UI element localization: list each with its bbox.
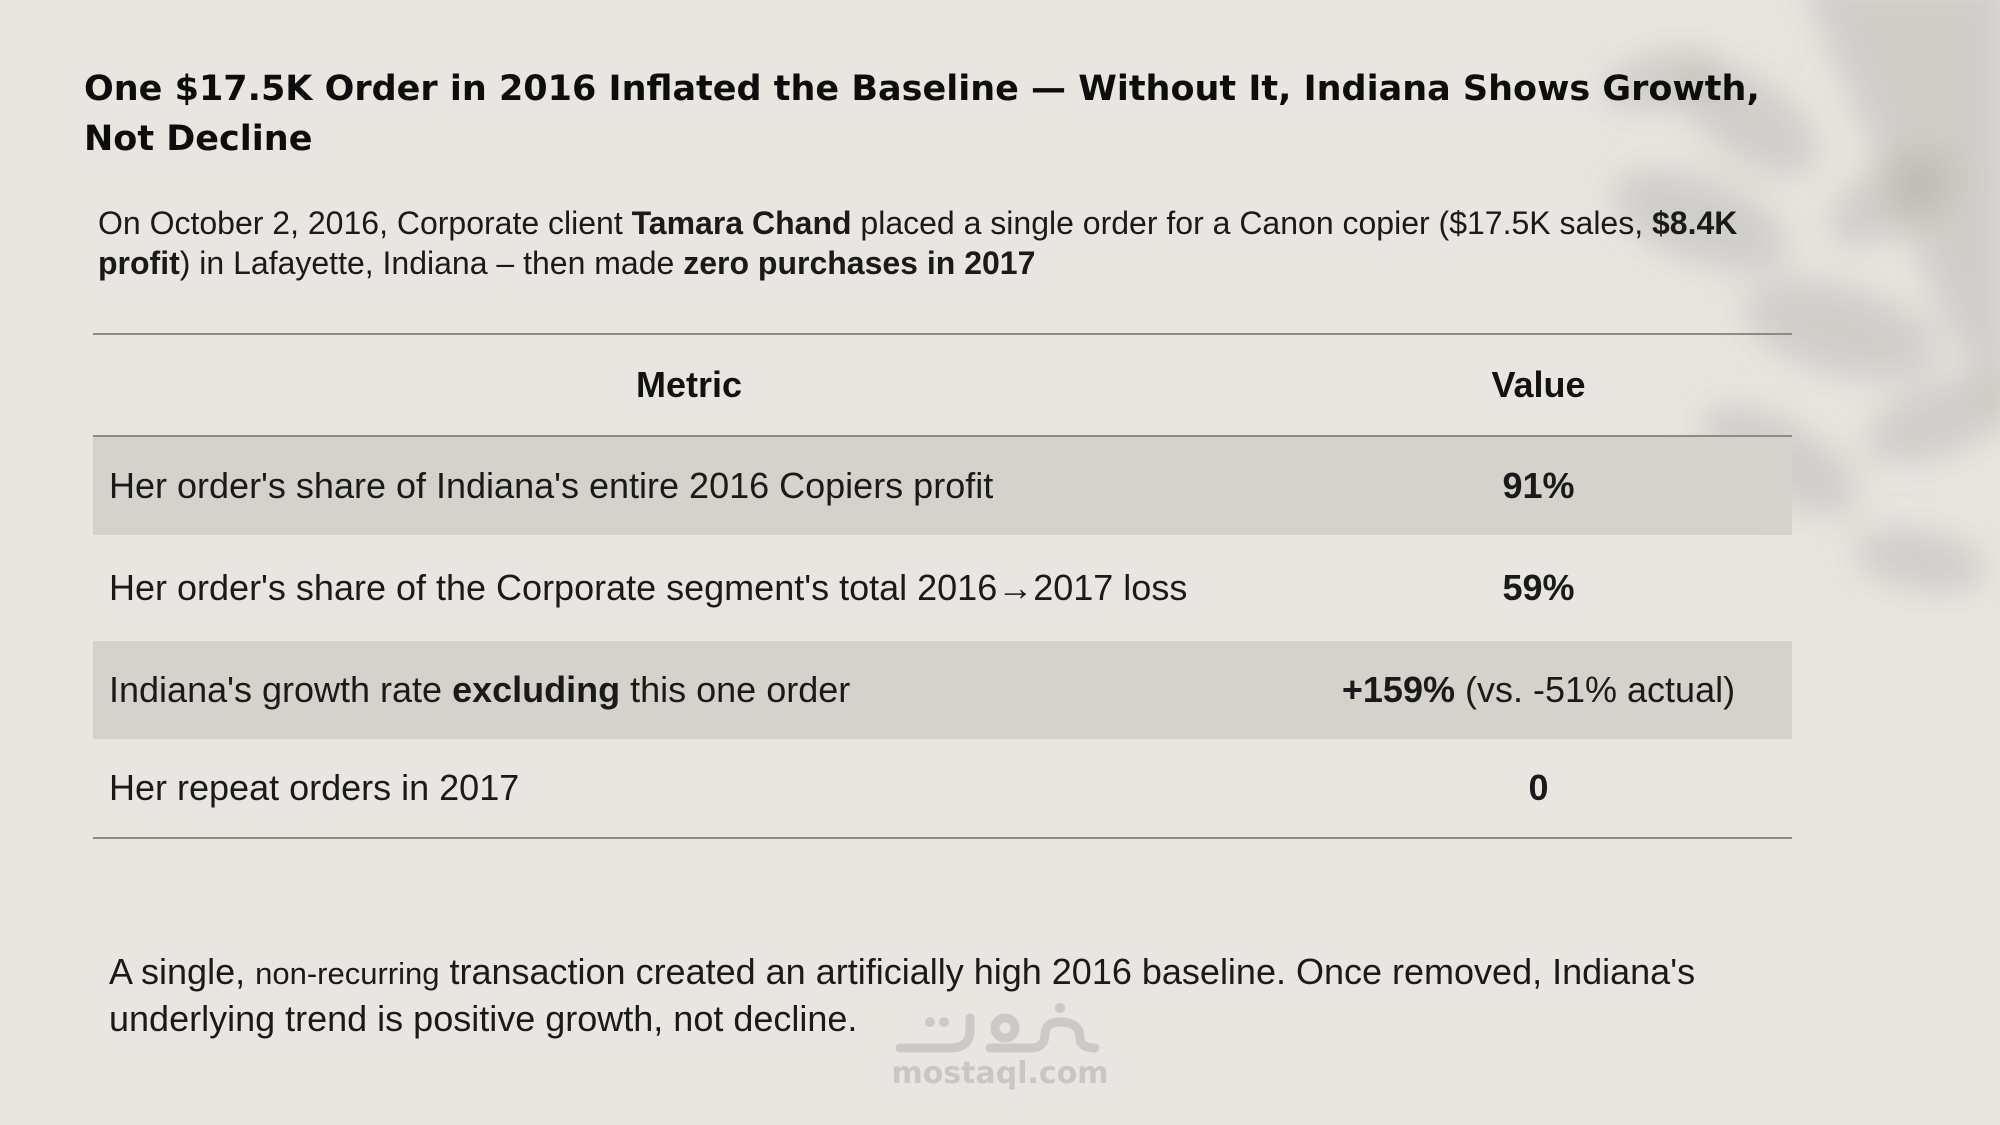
- table-row: Her order's share of the Corporate segme…: [93, 535, 1792, 641]
- metrics-table: Metric Value Her order's share of Indian…: [93, 333, 1792, 839]
- subtitle-part2: placed a single order for a Canon copier…: [851, 205, 1652, 241]
- conclusion-part2: transaction created an artificially high…: [109, 951, 1696, 1039]
- watermark-text: mostaql.com: [891, 1056, 1109, 1091]
- subtitle: On October 2, 2016, Corporate client Tam…: [98, 203, 1818, 283]
- value-rest: (vs. -51% actual): [1455, 669, 1736, 710]
- metric-cell: Her repeat orders in 2017: [109, 767, 520, 808]
- subtitle-part1: On October 2, 2016, Corporate client: [98, 205, 632, 241]
- value-cell: 91%: [1285, 436, 1792, 535]
- header-value: Value: [1491, 364, 1586, 405]
- metric-text-pre: Indiana's growth rate: [109, 669, 453, 710]
- metric-cell: Her order's share of Indiana's entire 20…: [93, 436, 1285, 535]
- conclusion-text: A single, non-recurring transaction crea…: [109, 949, 1869, 1041]
- metric-cell: Her order's share of the Corporate segme…: [93, 535, 1285, 641]
- metrics-table-container: Metric Value Her order's share of Indian…: [93, 333, 1792, 839]
- profit-amount: $8.4K profit: [98, 205, 1738, 281]
- conclusion-small: non-recurring: [255, 956, 440, 991]
- value-cell: 59%: [1502, 567, 1575, 608]
- metric-cell: Indiana's growth rate excluding this one…: [93, 641, 1285, 739]
- metric-text-bold: excluding: [452, 669, 621, 710]
- page-title: One $17.5K Order in 2016 Inflated the Ba…: [84, 69, 1760, 159]
- metric-text: Her order's share of the Corporate segme…: [109, 567, 1188, 608]
- table-row: Her repeat orders in 2017 0: [93, 739, 1792, 838]
- zero-purchases: zero purchases in 2017: [683, 245, 1036, 281]
- header-metric: Metric: [635, 364, 743, 405]
- table-row: Her order's share of Indiana's entire 20…: [93, 436, 1792, 535]
- subtitle-part3: ) in Lafayette, Indiana – then made: [179, 245, 684, 281]
- metric-text-post: this one order: [620, 669, 851, 710]
- table-header-row: Metric Value: [93, 334, 1792, 436]
- conclusion-part1: A single,: [109, 951, 256, 992]
- value-cell: 0: [1528, 767, 1549, 808]
- value-bold: +159%: [1341, 669, 1455, 710]
- value-cell: +159% (vs. -51% actual): [1285, 641, 1792, 739]
- table-row: Indiana's growth rate excluding this one…: [93, 641, 1792, 739]
- client-name: Tamara Chand: [631, 205, 852, 241]
